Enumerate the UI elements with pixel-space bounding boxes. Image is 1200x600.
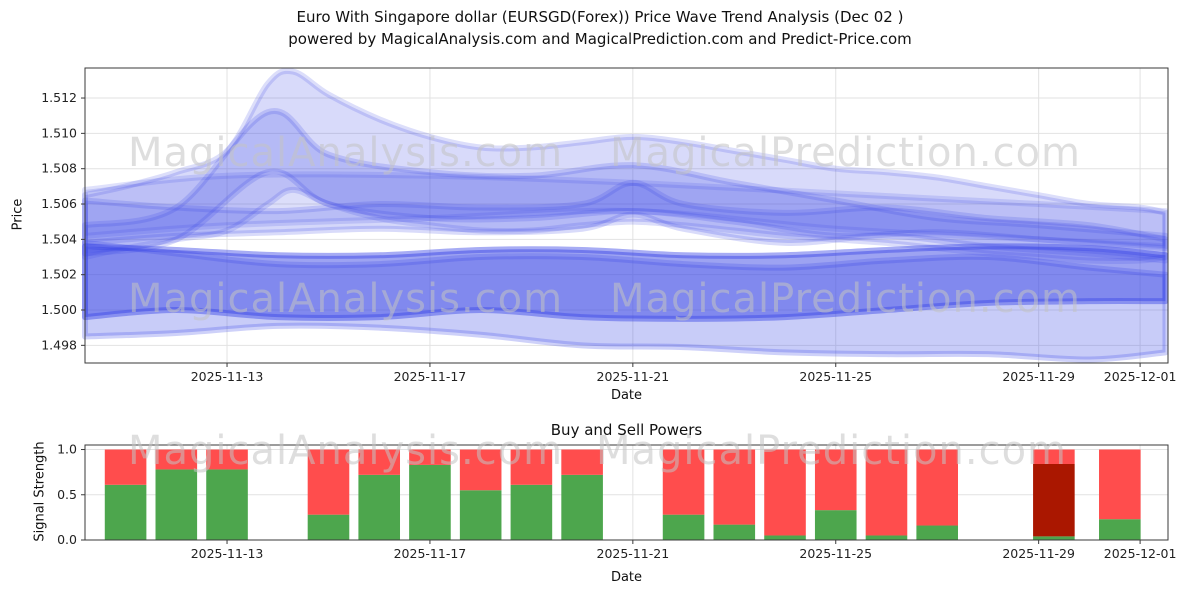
bar-segment-red [1099, 449, 1141, 520]
y-tick-label: 1.510 [41, 125, 77, 140]
bar-segment-green [764, 535, 806, 540]
bar-segment-red [358, 449, 401, 475]
y-tick-label: 1.512 [41, 90, 77, 105]
bar-segment-red [409, 449, 451, 465]
x-tick-label: 2025-11-13 [191, 369, 264, 384]
bar-segment-green [916, 525, 958, 540]
bar-segment-green [409, 464, 451, 540]
y-tick-label: 1.508 [41, 161, 77, 176]
bar-segment-green [814, 510, 857, 540]
x-tick-label: 2025-11-17 [394, 546, 467, 561]
plot-frame [84, 67, 1169, 364]
bar-segment-red [764, 449, 806, 536]
bar-segment-green [1099, 519, 1141, 540]
price-wave-band [82, 107, 1169, 257]
y-tick-label: 1.502 [41, 267, 77, 282]
bar-segment-red [459, 449, 502, 491]
bar-segment-green [662, 514, 705, 540]
x-tick-label: 2025-11-25 [799, 369, 872, 384]
bar-segment-red [206, 449, 248, 470]
y-tick-label: 1.498 [41, 337, 77, 352]
bar-segment-red [662, 449, 705, 515]
price-wave-band [82, 243, 1169, 322]
bar-segment-green [459, 490, 502, 540]
bar-segment-red [814, 449, 857, 511]
chart-title: Euro With Singapore dollar (EURSGD(Forex… [296, 8, 904, 26]
y-tick-label: 1.0 [57, 442, 77, 457]
x-tick-label: 2025-11-29 [1002, 546, 1075, 561]
bar-segment-green [358, 474, 401, 540]
y-tick-label: 1.500 [41, 302, 77, 317]
bar-segment-green [155, 469, 198, 540]
bar-segment-green [865, 535, 908, 540]
bar-chart-title: Buy and Sell Powers [550, 421, 703, 439]
x-tick-label: 2025-11-25 [799, 546, 872, 561]
bar-segment-red [1033, 449, 1075, 464]
price-wave-band [82, 171, 1169, 250]
x-tick-label: 2025-11-17 [394, 369, 467, 384]
x-tick-label: 2025-11-13 [191, 546, 264, 561]
bar-segment-red [713, 449, 756, 525]
bar-segment-green [561, 474, 603, 540]
bar-segment-green [713, 524, 756, 540]
bar-segment-red [104, 449, 147, 485]
bar-segment-green [104, 484, 147, 540]
date-axis-label-top: Date [610, 388, 643, 403]
bar-segment-red [916, 449, 958, 526]
bar-segment-red [865, 449, 908, 536]
y-tick-label: 1.504 [41, 231, 77, 246]
bar-segment-green [206, 469, 248, 540]
x-tick-label: 2025-12-01 [1104, 369, 1177, 384]
y-tick-label: 1.506 [41, 196, 77, 211]
y-tick-label: 0.0 [57, 532, 77, 547]
date-axis-label-bottom: Date [610, 570, 643, 585]
signal-strength-axis-label: Signal Strength [32, 441, 48, 542]
chart-subtitle: powered by MagicalAnalysis.com and Magic… [288, 30, 912, 48]
bar-segment-red [510, 449, 553, 485]
x-tick-label: 2025-12-01 [1104, 546, 1177, 561]
price-wave-band [82, 67, 1169, 264]
bar-segment-green [307, 514, 350, 540]
price-axis-label: Price [10, 198, 26, 231]
plot-frame [84, 444, 1169, 541]
x-tick-label: 2025-11-21 [597, 546, 670, 561]
x-tick-label: 2025-11-29 [1002, 369, 1075, 384]
bar-segment-green [1033, 536, 1075, 540]
bar-segment-red [561, 449, 603, 475]
y-tick-label: 0.5 [57, 487, 77, 502]
bar-segment-green [510, 484, 553, 540]
x-tick-label: 2025-11-21 [597, 369, 670, 384]
bar-segment-red [307, 449, 350, 515]
price-wave-band [82, 239, 1169, 363]
bar-segment-red [155, 449, 198, 470]
bar-segment-darkred [1033, 464, 1075, 537]
